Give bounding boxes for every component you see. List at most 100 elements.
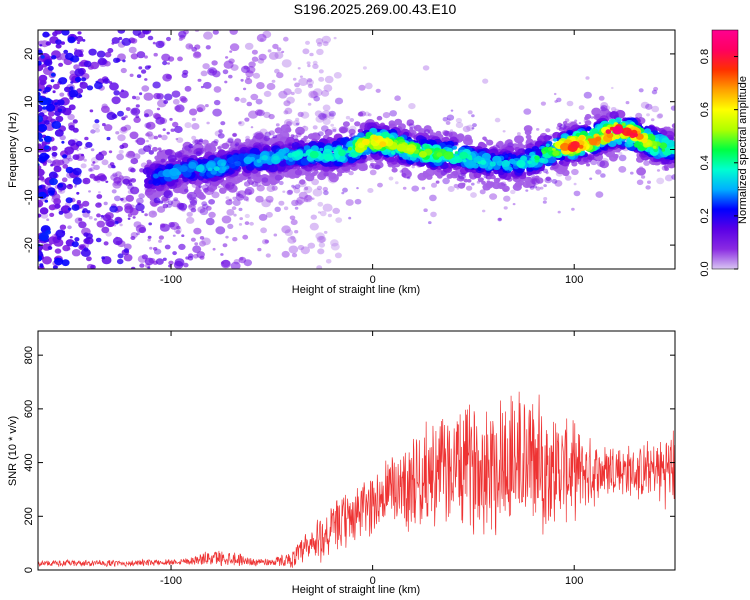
spectral-amplitude-cell [298, 202, 302, 206]
spectral-amplitude-cell [39, 152, 49, 161]
spectral-amplitude-cell [290, 91, 295, 96]
spectral-amplitude-cell [316, 265, 323, 269]
spectral-amplitude-cell [68, 184, 72, 187]
spectral-amplitude-cell [440, 170, 447, 176]
spectral-amplitude-cell [268, 130, 275, 136]
spectral-amplitude-cell [491, 181, 502, 190]
spectral-amplitude-cell [455, 117, 462, 124]
spectral-amplitude-cell [173, 197, 179, 202]
spectral-amplitude-cell [535, 186, 541, 191]
spectral-amplitude-cell [229, 43, 240, 52]
spectral-amplitude-cell [63, 49, 69, 54]
spectral-amplitude-cell [486, 139, 494, 146]
spectral-amplitude-cell [222, 69, 229, 75]
spectral-amplitude-cell [312, 60, 318, 65]
spectral-amplitude-cell [113, 90, 120, 96]
spectral-amplitude-cell [186, 191, 197, 201]
spectral-amplitude-cell [38, 91, 41, 97]
spectral-amplitude-cell [574, 119, 578, 123]
spectral-amplitude-cell [54, 30, 63, 35]
spectral-amplitude-cell [188, 204, 193, 208]
spectral-amplitude-cell [166, 36, 171, 42]
snr-frame [37, 330, 676, 571]
spectral-amplitude-cell [146, 174, 151, 178]
spectral-amplitude-cell [303, 194, 313, 203]
spectral-amplitude-cell [264, 239, 270, 244]
spectral-amplitude-cell [299, 179, 306, 185]
spectral-amplitude-cell [318, 112, 327, 120]
spectral-amplitude-cell [462, 125, 471, 133]
spectral-amplitude-cell [90, 129, 96, 134]
spectral-amplitude-cell [184, 85, 192, 92]
x-tick-label: 0 [370, 274, 376, 286]
spectral-amplitude-cell [293, 174, 298, 178]
spectral-amplitude-cell [597, 160, 606, 168]
spectral-amplitude-cell [273, 155, 279, 161]
spectral-amplitude-cell [120, 67, 127, 74]
spectral-amplitude-cell [296, 132, 302, 138]
spectral-amplitude-cell [139, 263, 145, 268]
spectral-amplitude-cell [316, 235, 326, 244]
spectral-amplitude-cell [92, 123, 100, 130]
spectral-amplitude-cell [471, 127, 475, 130]
spectral-amplitude-cell [651, 105, 660, 113]
spectral-amplitude-cell [498, 217, 502, 221]
spectral-amplitude-cell [278, 160, 286, 167]
spectral-amplitude-cell [101, 256, 106, 260]
spectral-amplitude-cell [220, 121, 226, 126]
spectral-amplitude-cell [94, 81, 103, 90]
spectral-amplitude-cell [450, 109, 454, 112]
spectral-amplitude-cell [117, 134, 126, 142]
spectral-amplitude-cell [190, 207, 197, 213]
spectral-amplitude-cell [318, 76, 325, 82]
spectral-amplitude-cell [664, 174, 674, 182]
spectral-amplitude-cell [213, 139, 219, 144]
spectral-amplitude-cell [389, 156, 396, 163]
spectral-amplitude-cell [590, 158, 598, 166]
spectral-amplitude-cell [105, 218, 116, 227]
spectral-amplitude-cell [226, 209, 235, 216]
spectral-amplitude-cell [584, 116, 589, 121]
spectral-amplitude-cell [176, 225, 181, 230]
spectral-amplitude-cell [78, 147, 82, 150]
spectral-amplitude-cell [163, 100, 169, 104]
spectral-amplitude-cell [80, 163, 87, 169]
spectral-amplitude-cell [235, 193, 244, 201]
spectral-amplitude-cell [162, 257, 167, 261]
spectral-amplitude-cell [88, 190, 91, 193]
spectral-amplitude-cell [81, 153, 84, 157]
spectral-amplitude-cell [198, 185, 202, 188]
spectral-amplitude-cell [396, 143, 407, 152]
spectral-amplitude-cell [656, 113, 663, 119]
spectral-amplitude-cell [286, 189, 293, 196]
spectral-amplitude-cell [189, 199, 198, 206]
spectral-amplitude-cell [48, 171, 58, 179]
spectral-amplitude-cell [319, 147, 324, 152]
spectral-amplitude-cell [537, 170, 542, 175]
spectral-amplitude-cell [42, 31, 50, 38]
spectral-amplitude-cell [240, 78, 244, 82]
spectral-amplitude-cell [388, 176, 394, 181]
spectral-amplitude-cell [111, 114, 118, 119]
spectral-amplitude-cell [82, 200, 90, 207]
spectral-amplitude-cell [147, 235, 152, 239]
spectral-amplitude-cell [470, 192, 477, 198]
spectral-amplitude-cell [292, 134, 299, 140]
spectral-amplitude-cell [203, 187, 209, 193]
spectral-amplitude-cell [175, 104, 185, 113]
spectral-amplitude-cell [88, 216, 93, 220]
spectral-amplitude-cell [495, 177, 501, 182]
spectral-amplitude-cell [70, 55, 80, 63]
spectral-amplitude-cell [135, 115, 140, 119]
spectral-amplitude-cell [376, 115, 383, 121]
y-tick-label: 10 [23, 96, 35, 108]
spectrogram-ylabel: Frequency (Hz) [7, 112, 19, 188]
spectral-amplitude-cell [418, 151, 427, 158]
spectral-amplitude-cell [110, 174, 118, 181]
spectral-amplitude-cell [38, 88, 42, 92]
spectral-amplitude-cell [280, 124, 291, 133]
spectral-amplitude-cell [547, 146, 554, 151]
spectral-amplitude-cell [166, 131, 170, 135]
spectral-amplitude-cell [510, 189, 516, 195]
